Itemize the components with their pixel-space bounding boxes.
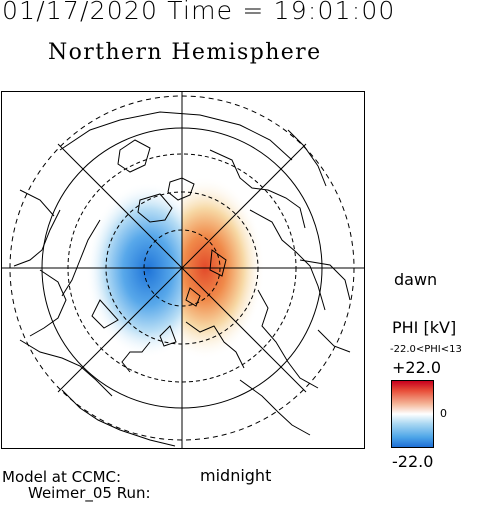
colorbar-max-label: +22.0 [392,358,442,377]
date-time-title: 01/17/2020 Time = 19:01:00 [2,0,396,25]
colorbar-zero-label: 0 [440,407,447,420]
colorbar-title: PHI [kV] [392,318,457,337]
colorbar-min-label: -22.0 [392,452,434,471]
polar-plot [1,91,365,449]
colorbar [391,380,434,448]
model-label: Model at CCMC: [2,468,122,486]
colorbar-range-text: -22.0<PHI<13 [390,344,462,355]
coastlines [13,111,351,447]
midnight-label: midnight [200,466,272,485]
model-run-label: Weimer_05 Run: [28,484,151,502]
meridian-lines [2,92,364,448]
dawn-label: dawn [394,270,438,289]
plot-frame [1,91,365,449]
hemisphere-title: Northern Hemisphere [48,40,322,65]
